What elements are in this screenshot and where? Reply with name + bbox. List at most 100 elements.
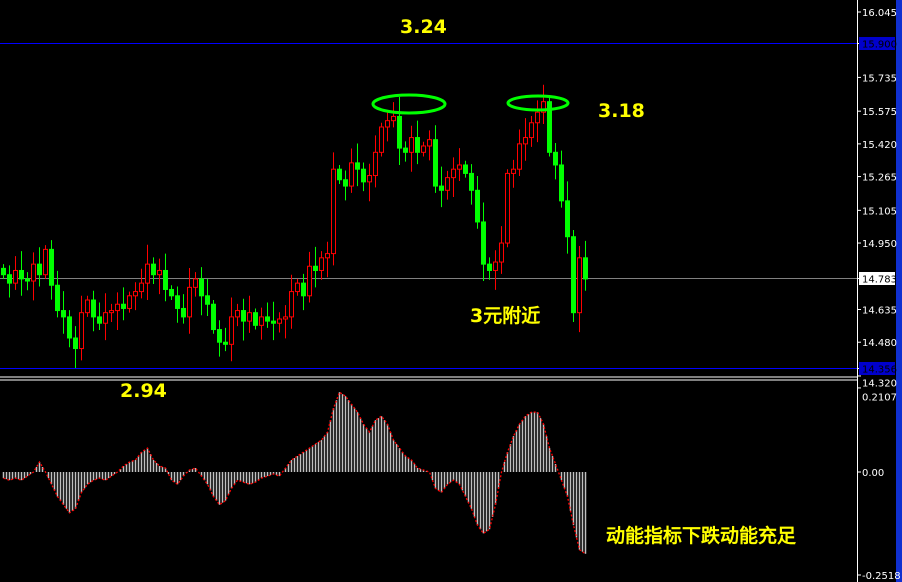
- candle-up: [409, 137, 414, 153]
- candle-up: [373, 151, 378, 177]
- candle-down: [121, 303, 126, 309]
- scrollbar: [896, 0, 902, 582]
- candle-down: [211, 303, 216, 331]
- highlight-ellipse: [371, 93, 447, 115]
- candle-up: [277, 318, 282, 324]
- momentum-histogram: [2, 391, 587, 555]
- candle-down: [469, 172, 474, 191]
- candle-up: [511, 168, 516, 174]
- price-label-bg: [859, 362, 895, 375]
- candle-up: [367, 175, 372, 183]
- candle-up: [385, 120, 390, 128]
- candle-down: [223, 341, 228, 345]
- candle-down: [91, 299, 96, 318]
- candle-up: [307, 265, 312, 297]
- candle-down: [301, 282, 306, 297]
- candle-down: [355, 162, 360, 170]
- price-label-bg: [859, 37, 895, 50]
- candle-up: [505, 172, 510, 244]
- candle-up: [391, 115, 396, 122]
- y-tick-label: 14.950: [862, 239, 897, 250]
- candle-up: [295, 282, 300, 293]
- y-tick-label: 15.265: [862, 173, 897, 184]
- candle-down: [241, 310, 246, 322]
- price-label: 14.783: [862, 275, 897, 286]
- y-tick-label: 15.575: [862, 107, 897, 118]
- candle-up: [145, 263, 150, 284]
- candle-up: [421, 145, 426, 153]
- candle-down: [169, 288, 174, 297]
- y-tick-label: 15.420: [862, 140, 897, 151]
- candle-up: [445, 177, 450, 191]
- candle-down: [583, 257, 588, 280]
- candles: [1, 84, 588, 368]
- candle-down: [553, 151, 558, 166]
- candle-down: [97, 316, 102, 324]
- candle-down: [337, 168, 342, 181]
- candle-up: [529, 122, 534, 139]
- candle-down: [571, 236, 576, 314]
- candle-up: [427, 139, 432, 147]
- candle-up: [127, 295, 132, 309]
- candle-down: [37, 263, 42, 276]
- candle-up: [109, 310, 114, 314]
- candle-down: [313, 265, 318, 271]
- candle-up: [283, 316, 288, 320]
- candle-up: [517, 143, 522, 170]
- candle-down: [73, 337, 78, 350]
- y-tick-label: 15.735: [862, 73, 897, 84]
- candle-down: [415, 137, 420, 153]
- candle-up: [499, 242, 504, 263]
- candle-down: [49, 248, 54, 286]
- candle-down: [181, 307, 186, 318]
- candle-up: [259, 316, 264, 326]
- candle-down: [151, 263, 156, 276]
- candle-down: [475, 189, 480, 223]
- candle-down: [397, 115, 402, 149]
- osc-tick-label: -0.2518: [862, 571, 901, 582]
- candle-down: [547, 101, 552, 153]
- candle-down: [343, 179, 348, 187]
- candle-down: [565, 200, 570, 238]
- candle-down: [433, 139, 438, 187]
- candle-up: [349, 162, 354, 187]
- candle-down: [67, 316, 72, 339]
- candle-up: [235, 310, 240, 318]
- price-label-bg: [859, 272, 895, 285]
- candle-up: [331, 168, 336, 255]
- candle-down: [463, 164, 468, 174]
- candle-down: [253, 312, 258, 326]
- candle-down: [559, 164, 564, 202]
- candle-down: [175, 295, 180, 309]
- y-tick-label: 15.105: [862, 206, 897, 217]
- candle-down: [439, 185, 444, 191]
- annotation-support: 3元附近: [470, 305, 541, 327]
- candle-down: [481, 221, 486, 265]
- candle-up: [43, 248, 48, 276]
- candle-up: [229, 316, 234, 345]
- candle-up: [457, 164, 462, 170]
- candle-up: [139, 282, 144, 293]
- candle-down: [205, 295, 210, 305]
- candle-down: [1, 267, 6, 276]
- candle-up: [133, 291, 138, 297]
- candle-down: [217, 329, 222, 343]
- signal-line: [3, 391, 586, 555]
- candle-up: [157, 269, 162, 276]
- annotation-low: 2.94: [120, 380, 167, 402]
- candle-down: [403, 147, 408, 153]
- candle-down: [487, 263, 492, 271]
- candle-down: [265, 316, 270, 322]
- y-tick-label: 14.320: [862, 379, 897, 390]
- candle-up: [31, 263, 36, 282]
- candle-down: [199, 278, 204, 297]
- candle-down: [55, 284, 60, 312]
- candle-up: [247, 312, 252, 322]
- y-tick-label: 16.045: [862, 8, 897, 19]
- candle-down: [271, 320, 276, 324]
- osc-tick-label: 0.00: [862, 468, 884, 479]
- candle-down: [163, 269, 168, 290]
- y-tick-label: 14.635: [862, 306, 897, 317]
- candle-up: [289, 291, 294, 318]
